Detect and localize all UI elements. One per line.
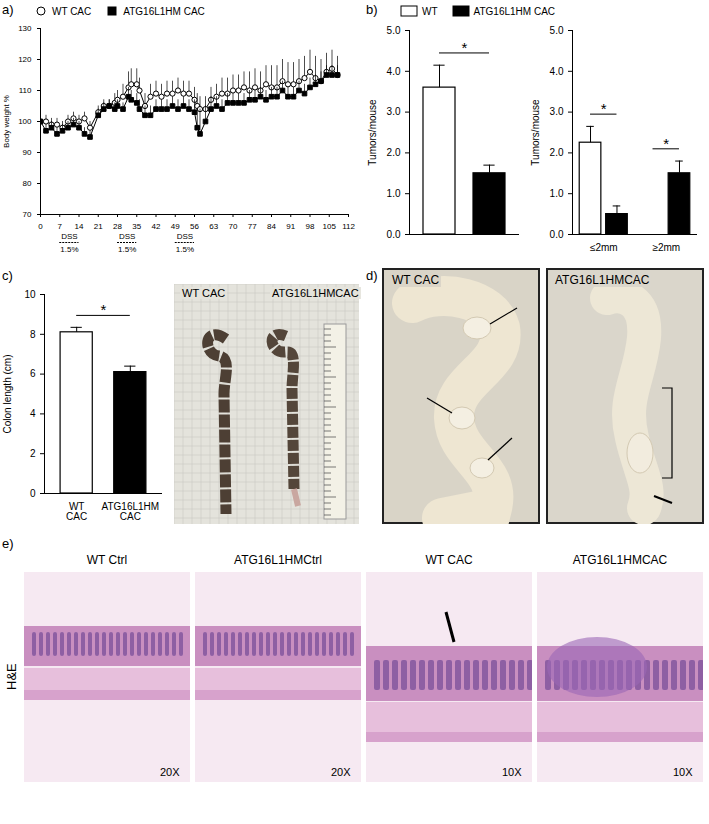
svg-text:4: 4	[30, 408, 36, 419]
svg-text:1.5%: 1.5%	[118, 245, 136, 254]
html-text:e): e)	[2, 536, 14, 551]
svg-text:0: 0	[38, 222, 43, 231]
svg-text:35: 35	[132, 222, 141, 231]
svg-text:WTCAC: WTCAC	[66, 501, 87, 522]
svg-text:98: 98	[306, 222, 315, 231]
svg-text:6: 6	[30, 368, 36, 379]
svg-text:105: 105	[323, 222, 337, 231]
html-text:10X: 10X	[673, 766, 693, 778]
html-text:a): a)	[2, 2, 14, 17]
svg-text:*: *	[462, 39, 468, 56]
svg-text:10: 10	[24, 289, 36, 300]
svg-text:77: 77	[248, 222, 257, 231]
svg-text:130: 130	[18, 24, 32, 33]
svg-text:3.0: 3.0	[550, 106, 564, 117]
svg-text:2.0: 2.0	[387, 147, 401, 158]
html-text:ATG16L1HMCtrl: ATG16L1HMCtrl	[234, 553, 322, 567]
svg-text:DSS: DSS	[177, 232, 193, 241]
svg-text:3.0: 3.0	[387, 106, 401, 117]
svg-text:5.0: 5.0	[387, 25, 401, 36]
svg-text:4.0: 4.0	[387, 66, 401, 77]
html-text:WT Ctrl: WT Ctrl	[86, 553, 128, 567]
svg-text:1.5%: 1.5%	[176, 245, 194, 254]
svg-text:14: 14	[75, 222, 84, 231]
svg-text:DSS: DSS	[119, 232, 135, 241]
html-text:ATG16L1HMCAC: ATG16L1HMCAC	[572, 553, 668, 567]
svg-text:1.0: 1.0	[550, 188, 564, 199]
svg-text:8: 8	[30, 329, 36, 340]
svg-text:56: 56	[190, 222, 199, 231]
svg-text:≤2mm: ≤2mm	[590, 242, 618, 253]
html-text:20X: 20X	[160, 766, 180, 778]
svg-text:91: 91	[286, 222, 295, 231]
html-text:ATG16L1HMCAC: ATG16L1HMCAC	[555, 273, 650, 287]
svg-text:0: 0	[30, 488, 36, 499]
svg-text:70: 70	[23, 210, 32, 219]
svg-text:49: 49	[171, 222, 180, 231]
svg-text:2: 2	[30, 448, 36, 459]
svg-text:4.0: 4.0	[550, 66, 564, 77]
html-text:d): d)	[366, 268, 378, 283]
svg-text:100: 100	[18, 117, 32, 126]
svg-text:ATG16L1HMCAC: ATG16L1HMCAC	[102, 501, 160, 522]
html-text:ATG16L1HM CAC: ATG16L1HM CAC	[473, 5, 556, 17]
svg-text:1.5%: 1.5%	[60, 245, 78, 254]
html-text:WT CAC: WT CAC	[425, 553, 473, 567]
svg-text:Tumors/mouse: Tumors/mouse	[530, 99, 541, 166]
html-text:20X: 20X	[331, 766, 351, 778]
html-text:WT CAC: WT CAC	[392, 273, 440, 287]
svg-text:112: 112	[342, 222, 355, 231]
svg-text:28: 28	[113, 222, 122, 231]
svg-text:Tumors/mouse: Tumors/mouse	[367, 99, 378, 166]
svg-text:1.0: 1.0	[387, 188, 401, 199]
svg-text:90: 90	[23, 148, 32, 157]
svg-text:63: 63	[209, 222, 218, 231]
svg-text:*: *	[101, 301, 107, 318]
svg-text:84: 84	[267, 222, 276, 231]
html-text:WT: WT	[422, 5, 438, 17]
html-text:WT CAC: WT CAC	[52, 5, 92, 17]
svg-text:*: *	[663, 135, 669, 152]
svg-text:5.0: 5.0	[550, 25, 564, 36]
svg-text:120: 120	[18, 55, 32, 64]
html-text:ATG16L1HMCAC: ATG16L1HMCAC	[272, 287, 359, 299]
svg-text:110: 110	[19, 86, 32, 95]
svg-text:42: 42	[152, 222, 161, 231]
html-text:H&E: H&E	[4, 663, 19, 690]
html-text:b): b)	[366, 2, 378, 17]
svg-text:≥2mm: ≥2mm	[652, 242, 680, 253]
html-text:10X: 10X	[502, 766, 522, 778]
svg-text:DSS: DSS	[61, 232, 77, 241]
svg-text:80: 80	[23, 179, 32, 188]
html-text:WT CAC: WT CAC	[182, 287, 226, 299]
svg-text:0.0: 0.0	[550, 229, 564, 240]
svg-text:2.0: 2.0	[550, 147, 564, 158]
svg-text:0.0: 0.0	[387, 229, 401, 240]
svg-text:Colon length (cm): Colon length (cm)	[2, 355, 13, 434]
svg-text:21: 21	[94, 222, 103, 231]
svg-text:*: *	[601, 100, 607, 117]
svg-text:7: 7	[58, 222, 63, 231]
svg-text:70: 70	[229, 222, 238, 231]
svg-text:Body weight %: Body weight %	[2, 95, 11, 148]
html-text:c): c)	[2, 268, 13, 283]
html-text:ATG16L1HM CAC: ATG16L1HM CAC	[123, 5, 205, 17]
